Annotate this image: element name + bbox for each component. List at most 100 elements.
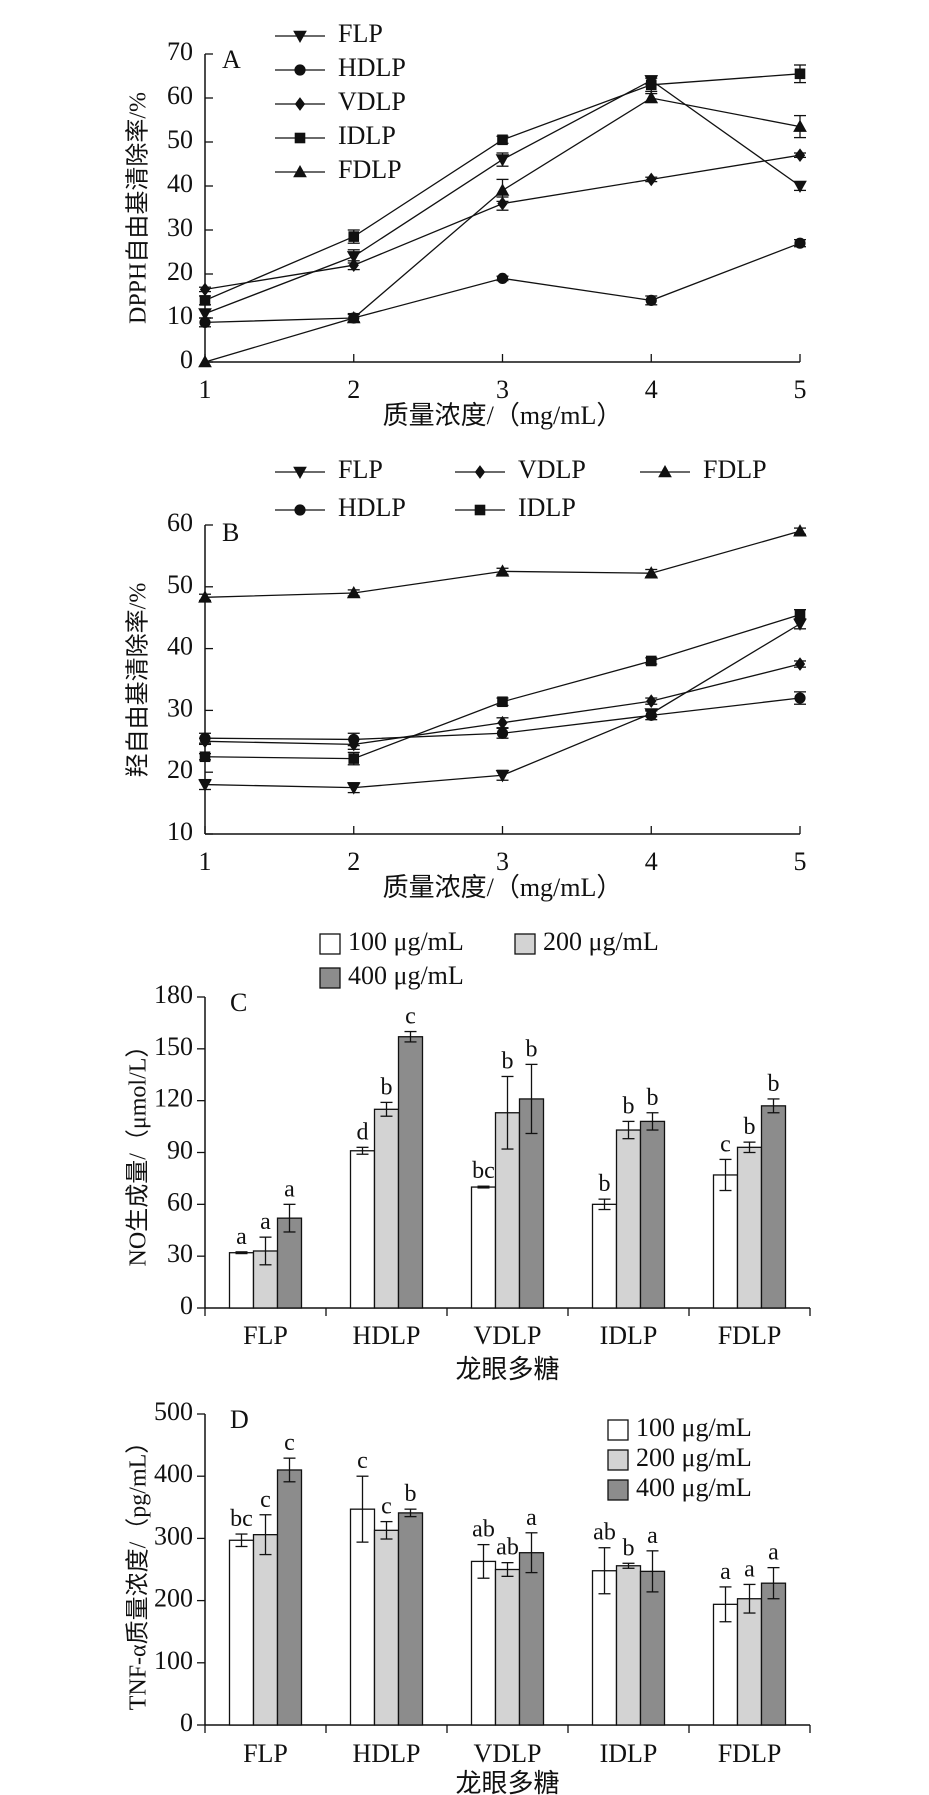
- panel-a-y-tick-label: 0: [180, 345, 193, 374]
- panel-c-significance-label: c: [720, 1131, 731, 1157]
- panel-d-y-tick-label: 300: [154, 1521, 193, 1550]
- panel-c-y-tick-label: 60: [167, 1187, 193, 1216]
- panel-c-panel-letter: C: [230, 988, 247, 1017]
- panel-d-significance-label: ab: [472, 1517, 495, 1543]
- panel-d-y-axis-label: TNF-α质量浓度/（pg/mL）: [125, 1430, 152, 1711]
- panel-a-legend-marker: [294, 97, 306, 111]
- panel-b-series-hdlp-point: [645, 709, 657, 721]
- panel-d-bar: [518, 1552, 545, 1726]
- panel-b-series-idlp-point: [497, 696, 508, 708]
- panel-b-series-vdlp-point: [646, 694, 657, 708]
- panel-c-error-bar: [646, 1112, 659, 1131]
- panel-a-y-tick-label: 60: [167, 81, 193, 110]
- panel-b-legend-item: IDLP: [455, 493, 576, 522]
- panel-c-error-bar: [743, 1141, 756, 1154]
- panel-a-y-tick-label: 40: [167, 169, 193, 198]
- panel-d-y-tick-label: 400: [154, 1459, 193, 1488]
- panel-d-legend-item: 100 μg/mL: [607, 1413, 752, 1442]
- panel-a-legend-label: HDLP: [338, 53, 406, 82]
- panel-a-y-tick-label: 30: [167, 213, 193, 242]
- panel-a-series-idlp-point: [199, 295, 211, 306]
- panel-b-legend-marker: [474, 465, 486, 479]
- panel-c-x-axis-label: 龙眼多糖: [455, 1355, 559, 1384]
- panel-b-y-tick-label: 30: [167, 693, 193, 722]
- panel-c-significance-label: b: [599, 1171, 611, 1197]
- panel-a-legend-marker: [294, 132, 306, 144]
- panel-b-y-tick-label: 10: [167, 817, 193, 846]
- panel-a-y-tick-label: 20: [167, 257, 193, 286]
- panel-a-y-tick-label: 50: [167, 125, 193, 154]
- panel-b: 10 20 30 40 50 60 B 质量浓度/（mg/mL） 羟自由基清除率/% 1 2 3 4 5 F…: [125, 455, 807, 902]
- panel-c-x-tick-label: IDLP: [600, 1321, 658, 1350]
- panel-a-series-hdlp-point: [794, 237, 806, 249]
- panel-b-legend-item: HDLP: [275, 493, 406, 522]
- panel-d-legend-swatch: [607, 1419, 629, 1441]
- panel-d-error-bar: [380, 1520, 393, 1540]
- panel-a-series-flp-point: [346, 251, 361, 264]
- panel-d-bar: [760, 1582, 787, 1726]
- panel-b-series-idlp: [199, 609, 806, 766]
- panel-a-series-idlp-point: [794, 68, 806, 80]
- panel-d-bar: [397, 1512, 424, 1726]
- panel-c-error-bar: [525, 1063, 538, 1135]
- panel-d-bar: [373, 1529, 400, 1726]
- panel-a-series-flp-point: [198, 308, 212, 321]
- panel-c-significance-label: b: [768, 1071, 780, 1097]
- panel-c-legend-swatch: [319, 967, 341, 989]
- panel-c-y-tick-label: 0: [180, 1291, 193, 1320]
- panel-a-x-tick-label: 2: [347, 375, 360, 404]
- panel-a-legend-marker: [293, 30, 307, 44]
- panel-d-bar: [736, 1598, 763, 1726]
- panel-d-significance-label: ab: [496, 1535, 519, 1561]
- panel-a-legend-item: FDLP: [275, 155, 402, 184]
- panel-c-x-tick-label: HDLP: [353, 1321, 421, 1350]
- panel-c-y-tick-label: 150: [154, 1032, 193, 1061]
- panel-d-error-bar: [646, 1550, 659, 1593]
- panel-b-x-tick-label: 1: [199, 847, 212, 876]
- panel-d-legend-label: 400 μg/mL: [636, 1473, 752, 1502]
- panel-d-y-tick-label: 500: [154, 1397, 193, 1426]
- panel-d-significance-label: c: [284, 1430, 295, 1456]
- panel-b-series-vdlp-point: [497, 715, 508, 730]
- panel-a-series-hdlp: [199, 237, 806, 328]
- panel-a-series-fdlp: [198, 90, 807, 368]
- panel-d-significance-label: a: [720, 1559, 731, 1585]
- panel-b-y-tick-label: 40: [167, 632, 193, 661]
- panel-b-series-flp-point: [495, 769, 510, 783]
- panel-b-series-flp-point: [346, 782, 361, 795]
- panel-b-series-fdlp-point: [198, 590, 212, 603]
- panel-c-error-bar: [283, 1203, 296, 1233]
- panel-b-legend-marker: [658, 464, 672, 478]
- panel-c-error-bar: [404, 1030, 417, 1043]
- panel-b-x-tick-label: 5: [794, 847, 807, 876]
- panel-c-bar: [639, 1120, 666, 1309]
- panel-b-legend-label: HDLP: [338, 493, 406, 522]
- panel-c-y-tick-label: 30: [167, 1239, 193, 1268]
- panel-d-legend-swatch: [607, 1479, 629, 1501]
- panel-a-series-idlp: [199, 64, 806, 306]
- panel-d-legend-label: 200 μg/mL: [636, 1443, 752, 1472]
- panel-d-error-bar: [719, 1586, 732, 1623]
- panel-a-legend-label: VDLP: [338, 87, 406, 116]
- panel-b-x-axis-label: 质量浓度/（mg/mL）: [383, 873, 623, 902]
- panel-c-y-tick-label: 120: [154, 1084, 193, 1113]
- panel-a-legend-marker: [293, 164, 307, 178]
- panel-b-x-tick-label: 2: [347, 847, 360, 876]
- panel-b-series-hdlp-point: [496, 727, 509, 739]
- panel-b-series-idlp-point: [199, 751, 211, 763]
- panel-d-significance-label: a: [768, 1540, 779, 1566]
- panel-c-x-tick-label: VDLP: [474, 1321, 542, 1350]
- panel-a-legend-marker: [294, 64, 306, 76]
- panel-c-error-bar: [501, 1075, 514, 1150]
- panel-b-y-tick-label: 50: [167, 570, 193, 599]
- panel-d-x-axis-label: 龙眼多糖: [455, 1769, 559, 1795]
- panel-d-x-tick-label: IDLP: [600, 1739, 658, 1768]
- panel-b-legend-marker: [293, 466, 307, 480]
- panel-d-x-tick-label: HDLP: [353, 1739, 421, 1768]
- panel-d-x-tick-label: VDLP: [474, 1739, 542, 1768]
- panel-a-series-flp-point: [793, 180, 807, 194]
- panel-c-legend-label: 200 μg/mL: [543, 927, 659, 956]
- panel-b-legend-item: FLP: [275, 455, 383, 484]
- panel-c-error-bar: [356, 1146, 369, 1155]
- panel-d-legend-item: 200 μg/mL: [607, 1443, 752, 1472]
